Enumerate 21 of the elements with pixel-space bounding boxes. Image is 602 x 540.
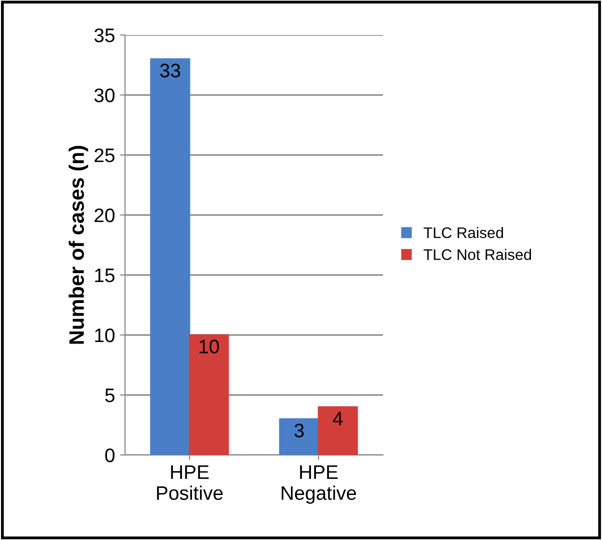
data-label: 10 [200, 340, 219, 354]
y-tick-label: 10 [95, 328, 115, 342]
data-label: 33 [160, 64, 180, 78]
bar [188, 334, 229, 455]
y-tick-label: 25 [94, 148, 114, 162]
data-label: 3 [294, 424, 304, 438]
y-tick-label: 15 [95, 268, 114, 282]
bar [150, 58, 190, 455]
y-tick-label: 35 [94, 28, 114, 42]
x-tick-label: HPE Positive [157, 465, 223, 500]
x-tick-label: HPE Negative [282, 465, 356, 504]
y-axis-title: Number of cases (n) [68, 146, 88, 344]
bar [279, 418, 320, 455]
y-tick-label: 30 [94, 88, 115, 102]
y-tick-label: 0 [105, 448, 115, 462]
y-tick-label: 20 [94, 208, 115, 222]
legend-label: TLC Not Raised [424, 248, 531, 260]
data-label: 4 [332, 412, 343, 426]
bar [318, 406, 358, 455]
y-tick-label: 5 [105, 388, 114, 402]
legend-label: TLC Raised [424, 226, 503, 238]
